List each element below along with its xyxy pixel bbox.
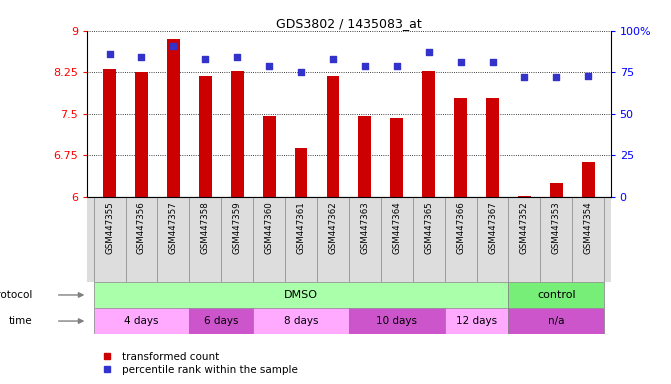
Point xyxy=(360,63,370,69)
Point xyxy=(232,54,243,60)
Bar xyxy=(263,116,276,197)
Text: 10 days: 10 days xyxy=(376,316,417,326)
Text: GSM447356: GSM447356 xyxy=(137,201,146,254)
Text: growth protocol: growth protocol xyxy=(0,290,32,300)
Text: 8 days: 8 days xyxy=(284,316,318,326)
Point xyxy=(519,74,530,80)
Text: GSM447361: GSM447361 xyxy=(297,201,305,254)
Bar xyxy=(103,70,116,197)
Bar xyxy=(167,39,180,197)
Bar xyxy=(295,148,307,197)
Text: GSM447360: GSM447360 xyxy=(264,201,274,254)
Bar xyxy=(327,76,340,197)
Bar xyxy=(94,282,509,308)
Text: 12 days: 12 days xyxy=(456,316,497,326)
Legend: transformed count, percentile rank within the sample: transformed count, percentile rank withi… xyxy=(93,348,302,379)
Text: GSM447353: GSM447353 xyxy=(552,201,561,254)
Point xyxy=(455,59,466,65)
Text: GSM447358: GSM447358 xyxy=(201,201,210,254)
Bar xyxy=(445,308,509,334)
Bar xyxy=(349,308,445,334)
Point xyxy=(264,63,274,69)
Point xyxy=(391,63,402,69)
Bar xyxy=(422,71,435,197)
Point xyxy=(104,51,115,57)
Text: GSM447365: GSM447365 xyxy=(424,201,433,254)
Text: time: time xyxy=(9,316,32,326)
Bar xyxy=(231,71,244,197)
Text: control: control xyxy=(537,290,576,300)
Text: GSM447364: GSM447364 xyxy=(393,201,401,254)
Bar xyxy=(518,195,531,197)
Bar xyxy=(550,183,563,197)
Bar xyxy=(486,98,499,197)
Text: GSM447362: GSM447362 xyxy=(329,201,338,254)
Text: GSM447366: GSM447366 xyxy=(456,201,465,254)
Bar xyxy=(358,116,371,197)
Point xyxy=(423,49,434,55)
Bar xyxy=(509,282,604,308)
Bar xyxy=(509,308,604,334)
Point xyxy=(583,73,594,79)
Bar xyxy=(582,162,595,197)
Point xyxy=(551,74,562,80)
Text: 4 days: 4 days xyxy=(124,316,159,326)
Text: GSM447357: GSM447357 xyxy=(169,201,178,254)
Point xyxy=(487,59,498,65)
Text: GSM447367: GSM447367 xyxy=(488,201,497,254)
Point xyxy=(200,56,211,62)
Point xyxy=(327,56,338,62)
Text: n/a: n/a xyxy=(548,316,564,326)
Point xyxy=(136,54,147,60)
Bar xyxy=(135,72,148,197)
Bar xyxy=(199,76,211,197)
Text: GSM447363: GSM447363 xyxy=(360,201,369,254)
Bar xyxy=(253,308,349,334)
Text: GSM447352: GSM447352 xyxy=(520,201,529,254)
Bar xyxy=(391,118,403,197)
Point xyxy=(296,69,307,75)
Point xyxy=(168,43,178,49)
Text: 6 days: 6 days xyxy=(204,316,238,326)
Bar xyxy=(454,98,467,197)
Bar xyxy=(189,308,253,334)
Text: DMSO: DMSO xyxy=(284,290,318,300)
Title: GDS3802 / 1435083_at: GDS3802 / 1435083_at xyxy=(276,17,422,30)
Text: GSM447359: GSM447359 xyxy=(233,201,242,253)
Text: GSM447354: GSM447354 xyxy=(584,201,592,254)
Bar xyxy=(94,308,189,334)
Text: GSM447355: GSM447355 xyxy=(105,201,114,254)
